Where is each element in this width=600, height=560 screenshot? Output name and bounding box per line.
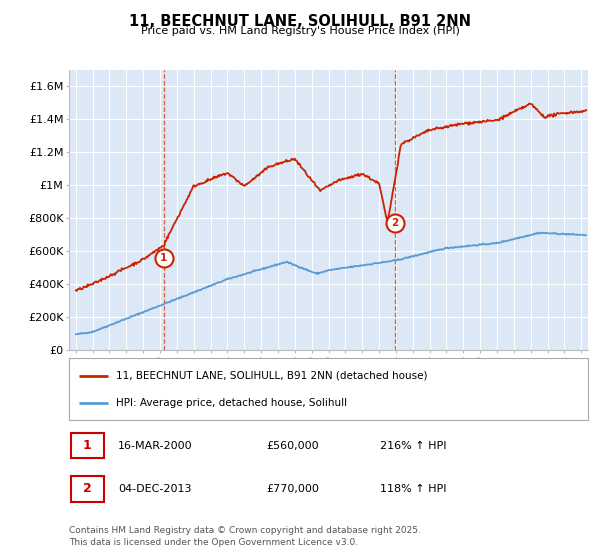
Text: £560,000: £560,000 <box>266 441 319 451</box>
Text: 11, BEECHNUT LANE, SOLIHULL, B91 2NN: 11, BEECHNUT LANE, SOLIHULL, B91 2NN <box>129 14 471 29</box>
Text: £770,000: £770,000 <box>266 484 319 494</box>
Text: 216% ↑ HPI: 216% ↑ HPI <box>380 441 447 451</box>
FancyBboxPatch shape <box>71 433 104 459</box>
FancyBboxPatch shape <box>71 477 104 502</box>
Text: 2: 2 <box>391 218 398 228</box>
Text: Price paid vs. HM Land Registry's House Price Index (HPI): Price paid vs. HM Land Registry's House … <box>140 26 460 36</box>
Text: 11, BEECHNUT LANE, SOLIHULL, B91 2NN (detached house): 11, BEECHNUT LANE, SOLIHULL, B91 2NN (de… <box>116 371 427 381</box>
Text: Contains HM Land Registry data © Crown copyright and database right 2025.
This d: Contains HM Land Registry data © Crown c… <box>69 526 421 547</box>
Text: 2: 2 <box>83 482 92 496</box>
Text: 04-DEC-2013: 04-DEC-2013 <box>118 484 192 494</box>
Text: HPI: Average price, detached house, Solihull: HPI: Average price, detached house, Soli… <box>116 398 347 408</box>
Text: 1: 1 <box>83 440 92 452</box>
Text: 16-MAR-2000: 16-MAR-2000 <box>118 441 193 451</box>
Text: 118% ↑ HPI: 118% ↑ HPI <box>380 484 447 494</box>
Text: 1: 1 <box>160 253 167 263</box>
